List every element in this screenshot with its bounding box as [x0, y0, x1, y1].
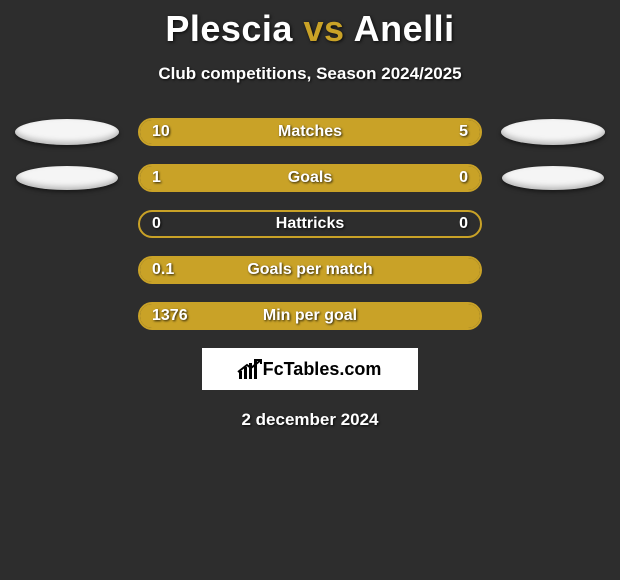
right-icon-slot — [500, 302, 606, 330]
title-left: Plescia — [165, 8, 293, 49]
stat-right-value: 0 — [459, 169, 468, 187]
player-ellipse-icon — [502, 166, 604, 190]
stat-left-value: 10 — [152, 123, 170, 141]
bar-chart-icon — [239, 359, 257, 379]
stat-left-value: 0.1 — [152, 261, 174, 279]
stat-right-value: 5 — [459, 123, 468, 141]
stat-row: 1 Goals 0 — [0, 164, 620, 192]
stat-bar: 0.1 Goals per match — [138, 256, 482, 284]
stat-row: 0.1 Goals per match — [0, 256, 620, 284]
right-icon-slot — [500, 210, 606, 238]
stat-row: 0 Hattricks 0 — [0, 210, 620, 238]
stat-label: Matches — [278, 123, 342, 141]
stat-label: Min per goal — [263, 307, 357, 325]
stat-rows: 10 Matches 5 1 Goals 0 0 Hattricks 0 0.1 Goals per… — [0, 118, 620, 330]
stat-label: Hattricks — [276, 215, 344, 233]
left-fill — [140, 166, 398, 190]
left-icon-slot — [14, 164, 120, 192]
subtitle: Club competitions, Season 2024/2025 — [0, 64, 620, 84]
player-ellipse-icon — [501, 119, 605, 145]
right-icon-slot — [500, 256, 606, 284]
right-icon-slot — [500, 118, 606, 146]
title-vs: vs — [303, 8, 344, 49]
title-right: Anelli — [354, 8, 455, 49]
player-ellipse-icon — [15, 119, 119, 145]
stat-row: 10 Matches 5 — [0, 118, 620, 146]
left-icon-slot — [14, 210, 120, 238]
logo-text: FcTables.com — [263, 359, 382, 380]
page-title: Plescia vs Anelli — [0, 8, 620, 50]
stat-left-value: 0 — [152, 215, 161, 233]
stat-bar: 1376 Min per goal — [138, 302, 482, 330]
stat-row: 1376 Min per goal — [0, 302, 620, 330]
stat-bar: 1 Goals 0 — [138, 164, 482, 192]
date-text: 2 december 2024 — [0, 410, 620, 430]
stat-right-value: 0 — [459, 215, 468, 233]
left-icon-slot — [14, 118, 120, 146]
right-icon-slot — [500, 164, 606, 192]
stat-left-value: 1 — [152, 169, 161, 187]
stat-bar: 10 Matches 5 — [138, 118, 482, 146]
left-icon-slot — [14, 256, 120, 284]
infographic-container: Plescia vs Anelli Club competitions, Sea… — [0, 0, 620, 430]
stat-bar: 0 Hattricks 0 — [138, 210, 482, 238]
player-ellipse-icon — [16, 166, 118, 190]
logo-box: FcTables.com — [202, 348, 418, 390]
stat-left-value: 1376 — [152, 307, 188, 325]
left-icon-slot — [14, 302, 120, 330]
stat-label: Goals — [288, 169, 332, 187]
stat-label: Goals per match — [247, 261, 372, 279]
